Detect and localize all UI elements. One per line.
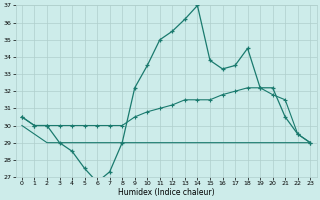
X-axis label: Humidex (Indice chaleur): Humidex (Indice chaleur) (118, 188, 214, 197)
